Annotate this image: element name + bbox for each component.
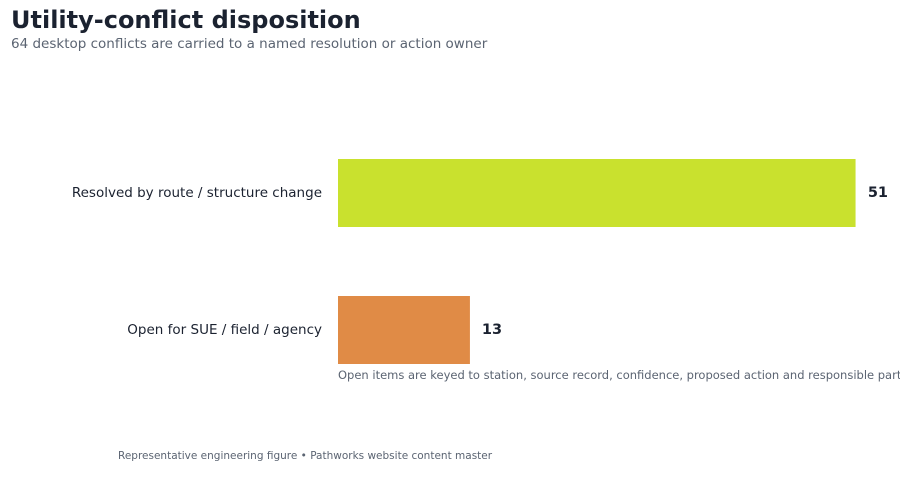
category-label-1: Resolved by route / structure change <box>72 185 322 201</box>
page-title: Utility-conflict disposition <box>11 6 361 34</box>
value-label-2: 13 <box>482 322 502 338</box>
value-label-1: 51 <box>868 185 888 201</box>
page-subtitle: 64 desktop conflicts are carried to a na… <box>11 36 488 52</box>
bar-2 <box>338 296 470 364</box>
bar-1 <box>338 159 856 227</box>
category-label-2: Open for SUE / field / agency <box>127 322 322 338</box>
chart-annotation: Open items are keyed to station, source … <box>338 368 900 382</box>
figure-footer: Representative engineering figure • Path… <box>118 450 493 462</box>
